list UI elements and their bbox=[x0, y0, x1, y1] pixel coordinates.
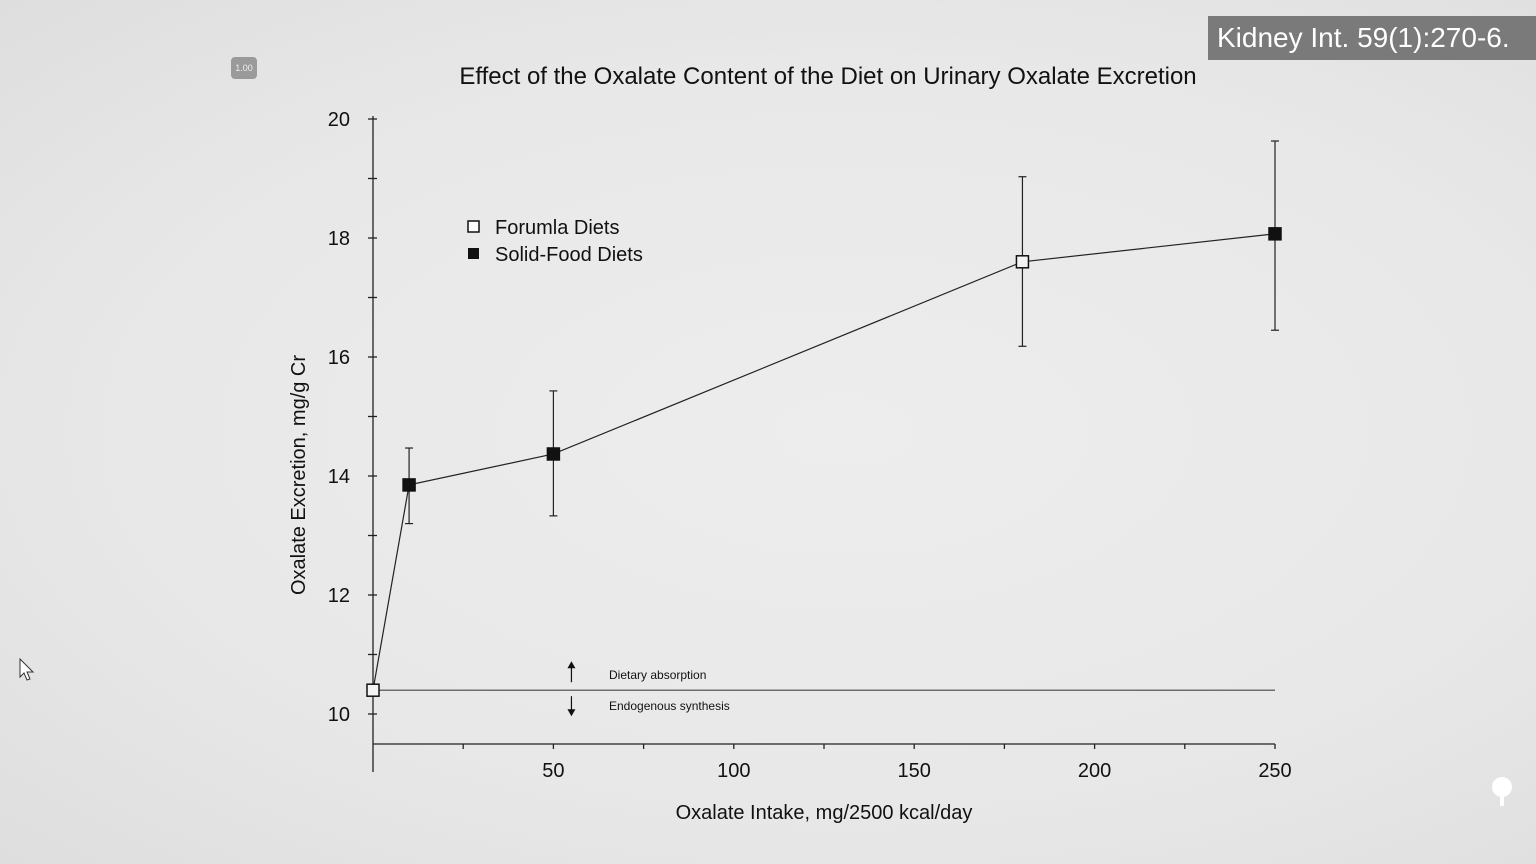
dietary-absorption-label: Dietary absorption bbox=[609, 668, 706, 682]
y-tick-label: 12 bbox=[328, 585, 350, 607]
x-tick-label: 150 bbox=[898, 760, 931, 782]
mouse-cursor-icon bbox=[19, 658, 35, 681]
y-tick-label: 18 bbox=[328, 228, 350, 250]
data-point bbox=[1268, 227, 1282, 241]
chart-title: Effect of the Oxalate Content of the Die… bbox=[459, 63, 1196, 90]
x-tick-label: 50 bbox=[542, 760, 564, 782]
endogenous-synthesis-label: Endogenous synthesis bbox=[609, 699, 730, 713]
data-point bbox=[402, 478, 416, 492]
arrow-up-head bbox=[567, 661, 576, 669]
legend-marker-formula bbox=[467, 220, 480, 233]
data-point bbox=[546, 447, 561, 461]
legend-marker-solid-food bbox=[468, 248, 479, 259]
y-axis-label: Oxalate Excretion, mg/g Cr bbox=[288, 355, 310, 595]
data-point bbox=[366, 683, 380, 697]
arrow-down-head bbox=[567, 709, 576, 717]
data-point bbox=[1015, 255, 1030, 269]
x-axis-label: Oxalate Intake, mg/2500 kcal/day bbox=[676, 802, 973, 824]
series-line bbox=[372, 233, 1276, 691]
y-tick-label: 14 bbox=[328, 466, 350, 488]
x-tick-label: 100 bbox=[717, 760, 750, 782]
tree-logo-icon bbox=[1492, 777, 1512, 806]
y-tick-label: 16 bbox=[328, 347, 350, 369]
y-tick-label: 20 bbox=[328, 109, 350, 131]
playback-speed-badge[interactable]: 1.00 bbox=[231, 57, 257, 79]
x-tick-label: 250 bbox=[1258, 760, 1291, 782]
legend-label-solid-food: Solid-Food Diets bbox=[495, 244, 643, 266]
citation-overlay: Kidney Int. 59(1):270-6. bbox=[1208, 16, 1536, 60]
x-tick-label: 200 bbox=[1078, 760, 1111, 782]
legend-label-formula: Forumla Diets bbox=[495, 217, 619, 239]
y-tick-label: 10 bbox=[328, 704, 350, 726]
